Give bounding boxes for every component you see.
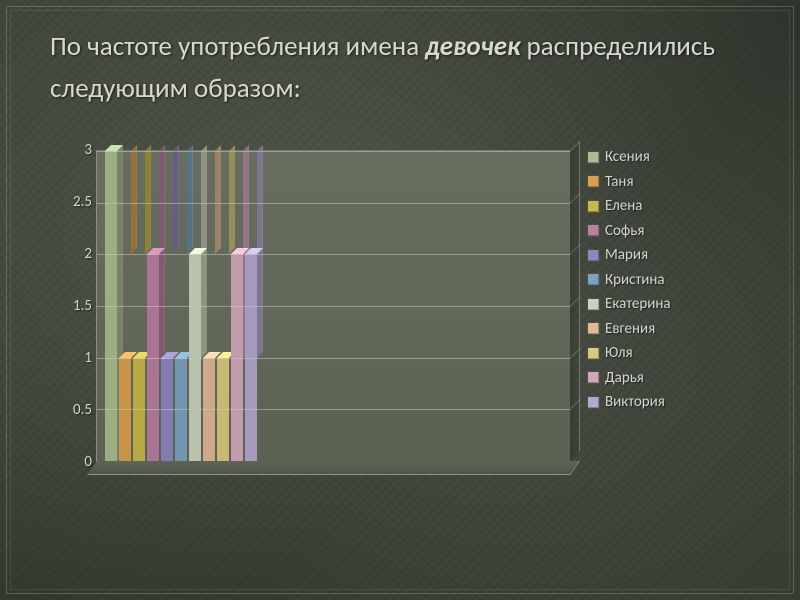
plot-floor — [87, 461, 580, 475]
legend-label: Софья — [605, 222, 644, 240]
y-tick-label: 0 — [48, 453, 92, 471]
legend-swatch — [588, 225, 599, 236]
plot-area — [96, 150, 570, 462]
title-emphasis: девочек — [425, 30, 520, 63]
legend-label: Мария — [605, 246, 648, 264]
legend-swatch — [588, 323, 599, 334]
legend-swatch — [588, 372, 599, 383]
legend-label: Ксения — [605, 148, 650, 166]
legend-item: Кристина — [588, 271, 738, 289]
grid-line — [97, 151, 570, 152]
legend-item: Дарья — [588, 369, 738, 387]
legend-swatch — [588, 152, 599, 163]
y-tick-label: 2 — [48, 245, 92, 263]
legend-label: Виктория — [605, 393, 665, 411]
grid-line — [97, 306, 570, 307]
grid-line — [97, 409, 570, 410]
legend-item: Мария — [588, 246, 738, 264]
legend-item: Виктория — [588, 393, 738, 411]
legend-swatch — [588, 250, 599, 261]
legend-label: Екатерина — [605, 295, 671, 313]
legend-item: Софья — [588, 222, 738, 240]
legend-label: Дарья — [605, 369, 644, 387]
page-title: По частоте употребления имена девочек ра… — [50, 26, 760, 110]
legend-item: Евгения — [588, 320, 738, 338]
grid-line — [97, 358, 570, 359]
legend-label: Кристина — [605, 271, 665, 289]
legend-label: Евгения — [605, 320, 655, 338]
legend-item: Таня — [588, 173, 738, 191]
y-tick-label: 2.5 — [48, 193, 92, 211]
chart-container: 00.511.522.53 КсенияТаняЕленаСофьяМарияК… — [48, 142, 738, 492]
legend-swatch — [588, 348, 599, 359]
legend-item: Екатерина — [588, 295, 738, 313]
legend-item: Юля — [588, 344, 738, 362]
title-prefix: По частоте употребления имена — [50, 30, 425, 63]
legend-swatch — [588, 176, 599, 187]
legend-label: Юля — [605, 344, 633, 362]
legend-swatch — [588, 397, 599, 408]
legend-swatch — [588, 274, 599, 285]
legend-item: Ксения — [588, 148, 738, 166]
legend-swatch — [588, 201, 599, 212]
legend-swatch — [588, 299, 599, 310]
grid-line — [97, 254, 570, 255]
y-tick-label: 1.5 — [48, 297, 92, 315]
y-tick-label: 0.5 — [48, 401, 92, 419]
y-tick-label: 1 — [48, 349, 92, 367]
grid-line — [97, 203, 570, 204]
legend-label: Таня — [605, 173, 634, 191]
bar-chart: 0 0.5 1 1.5 2 2.5 3 — [48, 142, 578, 492]
legend-item: Елена — [588, 197, 738, 215]
legend: Ксения Таня Елена Софья Мария Кристина Екатери… — [578, 142, 738, 492]
y-tick-label: 3 — [48, 141, 92, 159]
legend-label: Елена — [605, 197, 642, 215]
